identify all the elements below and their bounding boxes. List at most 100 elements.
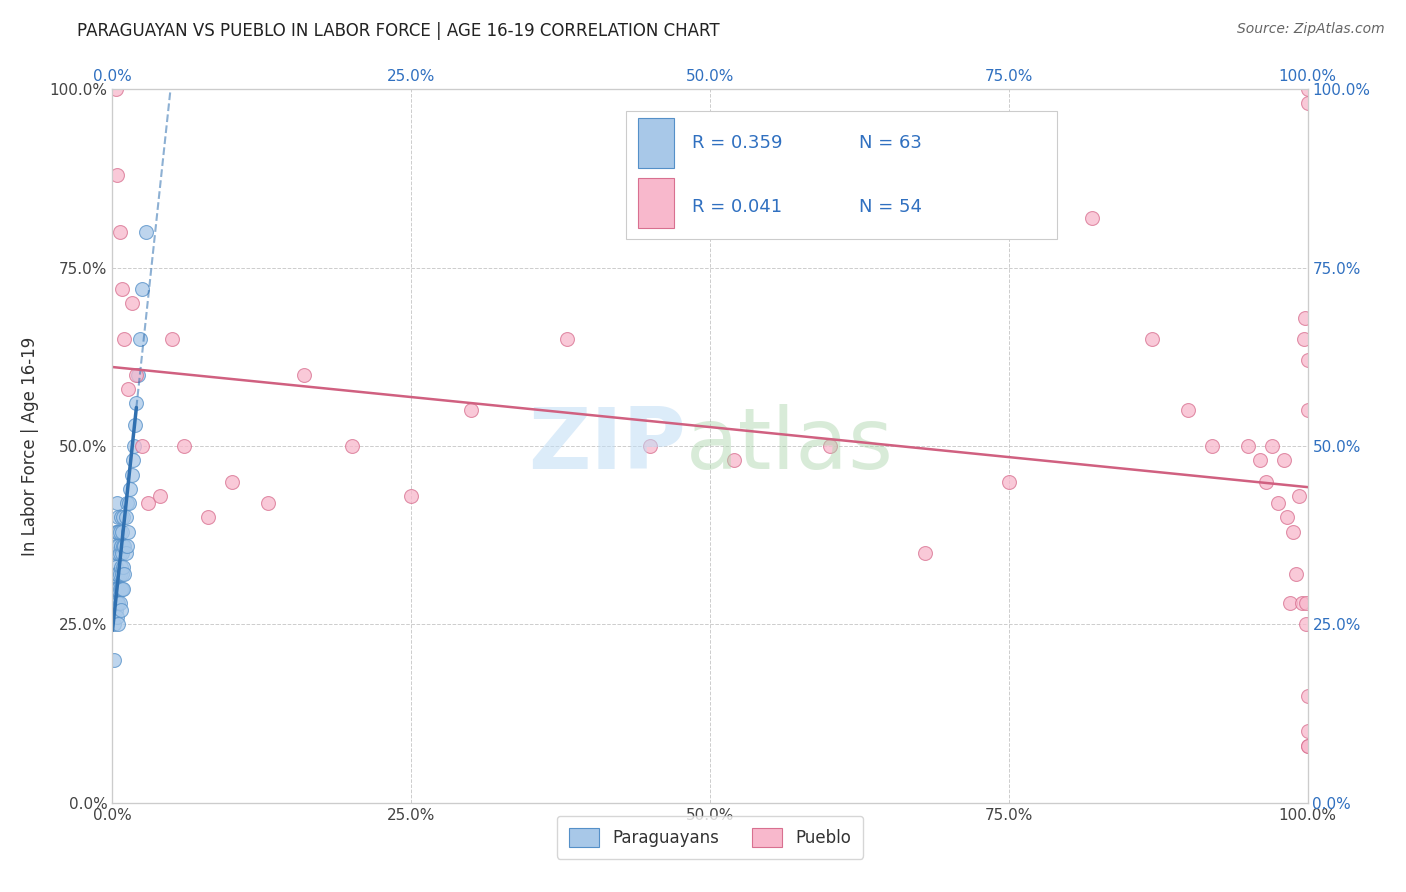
Point: [107, 546, 129, 560]
Point: [1295, 596, 1317, 610]
Point: [107, 596, 129, 610]
Point: [723, 453, 745, 467]
Point: [1296, 403, 1319, 417]
Text: N = 63: N = 63: [859, 134, 922, 152]
Text: PARAGUAYAN VS PUEBLO IN LABOR FORCE | AGE 16-19 CORRELATION CHART: PARAGUAYAN VS PUEBLO IN LABOR FORCE | AG…: [77, 22, 720, 40]
Text: R = 0.359: R = 0.359: [692, 134, 783, 152]
Point: [120, 482, 142, 496]
Point: [1296, 724, 1319, 739]
Point: [103, 653, 125, 667]
Point: [1272, 453, 1295, 467]
Point: [108, 546, 131, 560]
Point: [1296, 82, 1319, 96]
Point: [111, 582, 134, 596]
Point: [1277, 510, 1299, 524]
Point: [115, 539, 138, 553]
Point: [108, 524, 131, 539]
Point: [114, 546, 136, 560]
Point: [111, 282, 134, 296]
Point: [110, 603, 132, 617]
Point: [108, 225, 131, 239]
Point: [914, 546, 936, 560]
Point: [105, 582, 128, 596]
Point: [124, 417, 146, 432]
Point: [1282, 524, 1305, 539]
Point: [138, 496, 160, 510]
Point: [257, 496, 280, 510]
Point: [1296, 353, 1319, 368]
Point: [401, 489, 423, 503]
Point: [1249, 453, 1271, 467]
Point: [1288, 489, 1310, 503]
Point: [1177, 403, 1199, 417]
Point: [111, 546, 134, 560]
Point: [121, 296, 143, 310]
Point: [107, 617, 129, 632]
Point: [105, 560, 128, 574]
Point: [117, 382, 139, 396]
Y-axis label: In Labor Force | Age 16-19: In Labor Force | Age 16-19: [21, 336, 38, 556]
Point: [104, 567, 127, 582]
Point: [131, 439, 153, 453]
Point: [105, 168, 128, 182]
Point: [111, 567, 134, 582]
Point: [1285, 567, 1308, 582]
Point: [115, 496, 138, 510]
Point: [135, 225, 157, 239]
Point: [108, 582, 131, 596]
Point: [1278, 596, 1301, 610]
Point: [818, 439, 841, 453]
Text: ZIP: ZIP: [529, 404, 686, 488]
Point: [110, 560, 132, 574]
Point: [118, 496, 141, 510]
Point: [104, 582, 127, 596]
Point: [107, 539, 129, 553]
Point: [1294, 310, 1316, 325]
Point: [125, 396, 148, 410]
Point: [105, 596, 128, 610]
Point: [1201, 439, 1223, 453]
Point: [105, 582, 128, 596]
Text: atlas: atlas: [686, 404, 894, 488]
Point: [122, 439, 145, 453]
Point: [125, 368, 148, 382]
Point: [221, 475, 243, 489]
FancyBboxPatch shape: [638, 178, 675, 228]
Point: [103, 582, 125, 596]
Point: [162, 332, 183, 346]
Point: [1296, 689, 1319, 703]
Point: [555, 332, 578, 346]
Point: [114, 332, 135, 346]
Point: [104, 546, 127, 560]
Point: [127, 368, 149, 382]
Point: [114, 539, 135, 553]
Point: [998, 475, 1021, 489]
Point: [105, 524, 128, 539]
Point: [1267, 496, 1289, 510]
Point: [131, 282, 153, 296]
Point: [173, 439, 195, 453]
Point: [112, 560, 135, 574]
Point: [460, 403, 482, 417]
Point: [640, 439, 662, 453]
Point: [1291, 596, 1313, 610]
Point: [1254, 475, 1277, 489]
Point: [105, 496, 128, 510]
Point: [129, 332, 152, 346]
Point: [105, 82, 128, 96]
Point: [112, 582, 135, 596]
Point: [105, 524, 128, 539]
Point: [114, 510, 136, 524]
Point: [110, 510, 132, 524]
Point: [149, 489, 172, 503]
Point: [105, 546, 128, 560]
Point: [112, 539, 135, 553]
Point: [111, 524, 134, 539]
Point: [104, 596, 127, 610]
Text: N = 54: N = 54: [859, 198, 922, 216]
Point: [121, 467, 143, 482]
Text: Source: ZipAtlas.com: Source: ZipAtlas.com: [1237, 22, 1385, 37]
Point: [107, 510, 129, 524]
Point: [108, 596, 131, 610]
Point: [117, 524, 139, 539]
